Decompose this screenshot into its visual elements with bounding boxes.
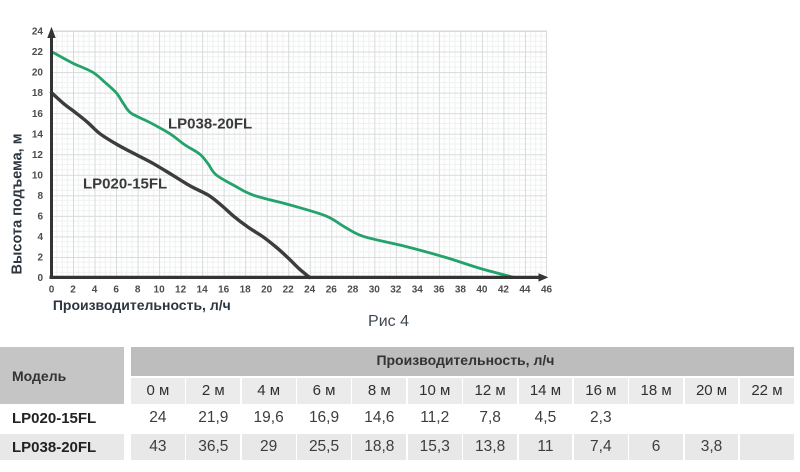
svg-text:24: 24 xyxy=(304,285,316,296)
svg-text:Производительность, л/ч: Производительность, л/ч xyxy=(53,297,231,313)
svg-text:18: 18 xyxy=(32,88,44,99)
svg-text:26: 26 xyxy=(326,285,338,296)
svg-text:6: 6 xyxy=(113,285,119,296)
svg-text:38: 38 xyxy=(455,285,467,296)
svg-text:Высота подъема, м: Высота подъема, м xyxy=(10,134,26,275)
svg-text:16: 16 xyxy=(32,109,44,120)
svg-text:0: 0 xyxy=(49,285,55,296)
svg-text:16: 16 xyxy=(218,285,230,296)
svg-text:12: 12 xyxy=(32,150,44,161)
svg-text:40: 40 xyxy=(476,285,488,296)
svg-text:18: 18 xyxy=(240,285,252,296)
svg-text:42: 42 xyxy=(498,285,510,296)
svg-text:8: 8 xyxy=(135,285,141,296)
svg-text:46: 46 xyxy=(541,285,553,296)
svg-text:10: 10 xyxy=(32,170,44,181)
svg-text:Рис 4: Рис 4 xyxy=(368,313,409,330)
svg-text:36: 36 xyxy=(433,285,445,296)
svg-text:30: 30 xyxy=(369,285,381,296)
svg-text:10: 10 xyxy=(154,285,166,296)
svg-text:0: 0 xyxy=(37,273,43,284)
svg-text:34: 34 xyxy=(412,285,424,296)
svg-text:20: 20 xyxy=(261,285,273,296)
svg-text:32: 32 xyxy=(390,285,402,296)
svg-text:LP038-20FL: LP038-20FL xyxy=(168,116,252,133)
svg-text:20: 20 xyxy=(32,68,44,79)
svg-text:14: 14 xyxy=(197,285,209,296)
svg-text:2: 2 xyxy=(70,285,76,296)
svg-text:6: 6 xyxy=(37,212,43,223)
svg-text:24: 24 xyxy=(32,27,44,38)
svg-text:14: 14 xyxy=(32,129,44,140)
svg-text:22: 22 xyxy=(32,47,44,58)
svg-text:4: 4 xyxy=(37,232,43,243)
svg-text:28: 28 xyxy=(347,285,359,296)
svg-text:22: 22 xyxy=(283,285,295,296)
svg-text:2: 2 xyxy=(37,253,43,264)
svg-text:12: 12 xyxy=(175,285,187,296)
svg-text:LP020-15FL: LP020-15FL xyxy=(83,176,167,193)
svg-text:8: 8 xyxy=(37,191,43,202)
svg-text:44: 44 xyxy=(519,285,531,296)
svg-text:4: 4 xyxy=(92,285,98,296)
